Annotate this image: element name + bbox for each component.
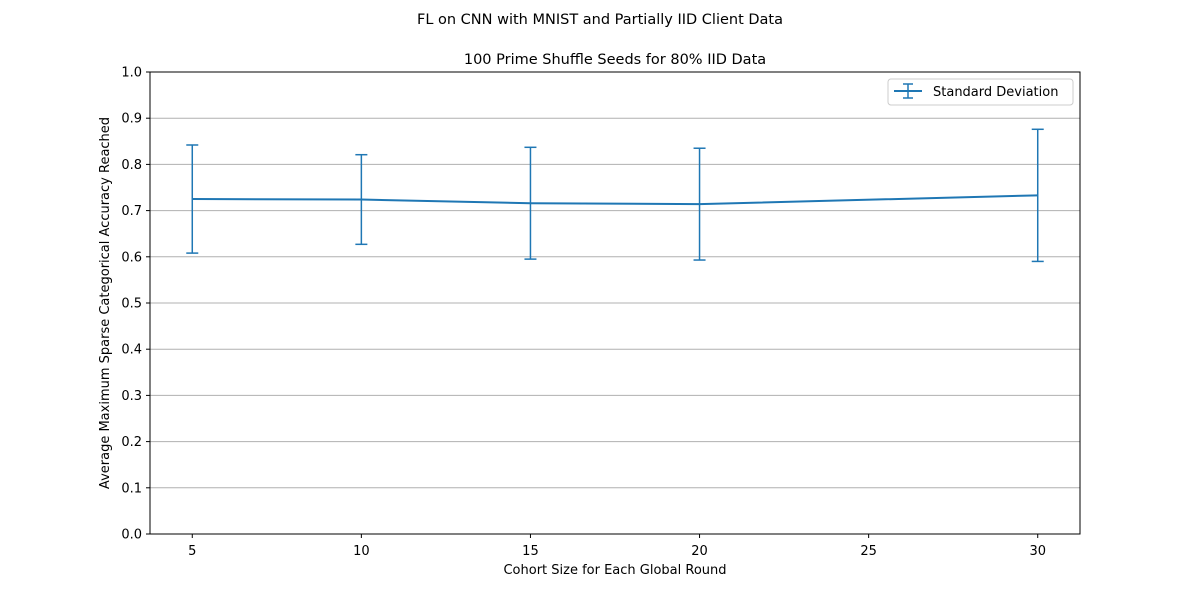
plot-frame xyxy=(149,71,1081,535)
x-tick-label: 10 xyxy=(353,544,370,559)
y-tick-label: 0.0 xyxy=(121,528,142,543)
legend: Standard Deviation xyxy=(887,78,1074,106)
legend-label: Standard Deviation xyxy=(933,85,1058,100)
legend-box xyxy=(887,78,1074,106)
y-tick-label: 0.6 xyxy=(121,250,142,265)
x-axis-label: Cohort Size for Each Global Round xyxy=(503,563,726,578)
chart-suptitle: FL on CNN with MNIST and Partially IID C… xyxy=(417,12,783,28)
x-tick-label: 5 xyxy=(188,544,196,559)
x-tick-label: 20 xyxy=(691,544,708,559)
data-series xyxy=(186,128,1044,263)
chart-title: 100 Prime Shuffle Seeds for 80% IID Data xyxy=(464,52,766,68)
y-tick-label: 0.7 xyxy=(121,204,142,219)
y-tick-label: 0.4 xyxy=(121,343,142,358)
legend-handle xyxy=(894,83,922,99)
y-tick-label: 0.1 xyxy=(121,481,142,496)
y-tick-label: 0.8 xyxy=(121,158,142,173)
x-tick-label: 15 xyxy=(522,544,539,559)
y-tick-label: 0.5 xyxy=(121,297,142,312)
y-tick-label: 0.9 xyxy=(121,112,142,127)
y-tick-label: 0.2 xyxy=(121,435,142,450)
axis-ticks: 0.0 0.1 0.2 0.3 0.4 0.5 0.6 0.7 0.8 0.9 1.0 5 10 15 20… xyxy=(121,66,1046,560)
series-line xyxy=(192,194,1038,206)
y-tick-label: 0.3 xyxy=(121,389,142,404)
y-axis-label: Average Maximum Sparse Categorical Accur… xyxy=(98,117,113,489)
x-tick-label: 30 xyxy=(1029,544,1046,559)
x-tick-label: 25 xyxy=(860,544,877,559)
grid-lines xyxy=(150,71,1080,535)
y-tick-label: 1.0 xyxy=(121,66,142,81)
